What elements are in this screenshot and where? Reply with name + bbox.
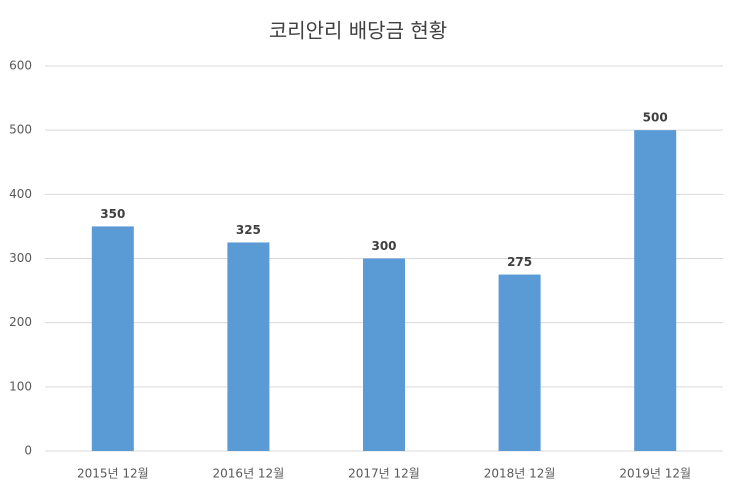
x-tick-label: 2016년 12월 (213, 467, 285, 481)
y-tick-label: 500 (9, 123, 32, 137)
y-tick-label: 0 (24, 444, 32, 458)
chart-title: 코리안리 배당금 현황 (269, 19, 447, 43)
bar (498, 274, 541, 451)
y-tick-label: 400 (9, 187, 32, 201)
x-tick-label: 2017년 12월 (348, 467, 420, 481)
x-tick-label: 2018년 12월 (484, 467, 556, 481)
y-tick-label: 200 (9, 315, 32, 329)
data-label: 300 (371, 239, 396, 253)
data-label: 325 (236, 223, 261, 237)
data-label: 275 (507, 255, 532, 269)
bar (634, 130, 677, 451)
data-label: 350 (100, 207, 125, 221)
x-tick-label: 2019년 12월 (619, 467, 691, 481)
data-label: 500 (643, 111, 668, 125)
bar (91, 226, 134, 451)
y-tick-label: 600 (9, 59, 32, 73)
y-tick-label: 300 (9, 251, 32, 265)
bar (227, 242, 270, 451)
y-tick-label: 100 (9, 379, 32, 393)
bar (363, 258, 405, 451)
x-tick-label: 2015년 12월 (77, 467, 149, 481)
